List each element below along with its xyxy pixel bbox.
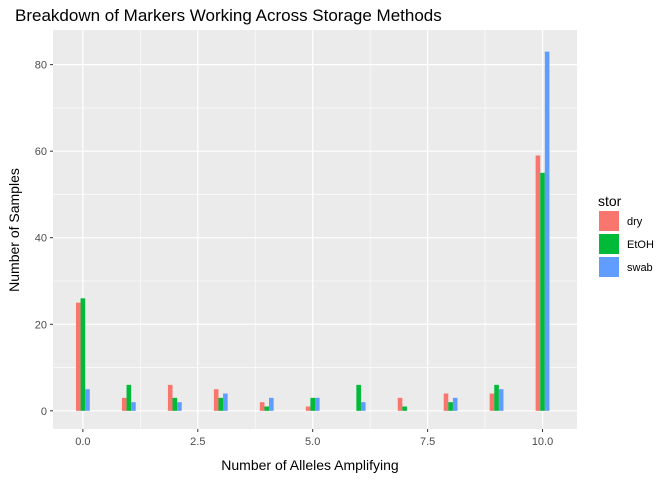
bar-dry-8 [443,393,449,411]
legend-label-dry: dry [627,216,643,228]
bar-etoh-0 [80,298,86,411]
y-tick-label: 40 [35,233,47,245]
legend-label-swab: swab [627,262,653,274]
bar-etoh-7 [402,406,407,411]
bar-dry-7 [397,397,403,411]
y-tick-label: 0 [41,406,47,418]
minor-gridlines [53,30,577,429]
x-axis-title: Number of Alleles Amplifying [221,457,398,473]
x-tick-label: 0.0 [75,436,90,448]
x-tick-label: 2.5 [190,436,205,448]
legend-label-etoh: EtOH [627,239,654,251]
bar-etoh-8 [448,402,453,411]
x-tick-label: 5.0 [305,436,320,448]
bar-swab-1 [131,402,136,411]
y-axis-ticks: 0 20 40 60 80 [35,60,53,418]
y-axis-title: Number of Samples [6,168,22,292]
legend-key-etoh [599,234,619,254]
bar-swab-2 [177,402,182,411]
bar-etoh-10 [540,172,545,411]
y-tick-label: 80 [35,60,47,72]
bar-swab-8 [452,397,458,411]
bar-dry-2 [167,384,173,411]
bar-swab-4 [269,397,274,411]
bar-dry-5 [305,406,311,411]
x-axis-ticks: 0.0 2.5 5.0 7.5 10.0 [75,429,553,448]
bar-etoh-3 [218,397,224,411]
x-tick-label: 10.0 [532,436,553,448]
bar-swab-3 [223,393,228,411]
bar-dry-1 [121,397,127,411]
bar-dry-3 [213,389,219,411]
bar-dry-9 [489,393,495,411]
bar-dry-10 [535,155,541,411]
bar-etoh-6 [356,384,361,411]
legend-key-swab [599,257,619,277]
x-tick-label: 7.5 [420,436,435,448]
legend-key-dry [599,211,619,231]
bar-etoh-2 [172,397,178,411]
bar-swab-6 [360,402,366,411]
bar-etoh-5 [310,397,315,411]
chart-title: Breakdown of Markers Working Across Stor… [15,6,442,25]
legend: stor dry EtOH swab [598,193,654,277]
y-tick-label: 60 [35,146,47,158]
bars [75,51,550,411]
bar-etoh-1 [126,384,132,411]
bar-swab-5 [315,397,320,411]
bar-swab-9 [498,389,504,411]
bar-etoh-9 [494,384,499,411]
bar-etoh-4 [264,406,270,411]
bar-dry-4 [259,402,265,411]
plot-panel [53,30,577,429]
bar-dry-0 [75,302,81,411]
y-tick-label: 20 [35,319,47,331]
legend-title: stor [598,193,622,209]
bar-swab-0 [85,389,90,411]
bar-swab-10 [544,51,550,411]
